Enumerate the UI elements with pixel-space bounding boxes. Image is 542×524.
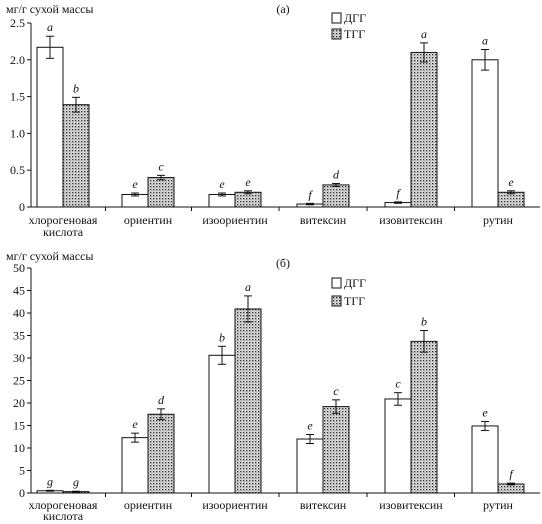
bar-dgg [384,398,412,494]
chart-panel-a: 0 0.5 1.0 1.5 2.0 2.5мг/г сухой массы (а) ДГГ ТГ… [6,2,540,239]
legend-swatch [331,295,342,307]
legend-label: ТГГ [344,294,365,308]
y-axis-label: мг/г сухой массы [6,249,93,263]
panel-label: (а) [276,2,289,16]
legend-label: ДГГ [344,276,366,290]
significance-letter: b [421,315,427,329]
y-tick-label: 25 [13,374,25,388]
legend-label: ДГГ [344,11,366,25]
x-category-label: хлорогеновая [29,498,98,512]
significance-letter: e [245,175,251,189]
y-tick-label: 20 [13,396,25,410]
significance-letter: g [73,475,79,489]
x-category-label: хлорогеновая [29,213,98,227]
significance-letter: e [132,417,138,431]
y-tick-label: 0 [19,486,25,500]
significance-letter: b [219,330,225,344]
legend-label: ТГГ [344,27,365,41]
y-tick-label: 10 [13,441,25,455]
bar-dgg [296,438,324,494]
bar-tgg [410,51,438,208]
y-tick-label: 5 [19,464,25,478]
x-category-label: рутин [483,213,514,227]
y-axis-label: мг/г сухой массы [6,2,93,16]
significance-letter: e [132,177,138,191]
x-category-label: витексин [300,213,347,227]
x-category-label: кислота [43,225,84,239]
significance-letter: f [509,467,514,481]
bar-tgg [322,406,350,494]
x-category-label: кислота [43,509,84,523]
legend-swatch [331,12,342,24]
significance-letter: d [333,167,340,181]
y-tick-label: 50 [13,261,25,275]
y-tick-label: 1.0 [10,126,25,140]
y-tick-label: 35 [13,329,25,343]
legend-swatch [331,28,342,40]
bar-tgg [497,191,525,208]
significance-letter: e [508,175,514,189]
bar-dgg [471,425,499,494]
x-category-label: изовитексин [379,498,443,512]
x-category-label: витексин [300,498,347,512]
x-category-label: рутин [483,498,514,512]
y-tick-label: 2.5 [10,16,25,30]
x-category-label: ориентин [124,213,173,227]
significance-letter: e [307,419,313,433]
x-category-label: ориентин [124,498,173,512]
significance-letter: e [219,177,225,191]
significance-letter: c [333,384,339,398]
bar-dgg [208,354,236,494]
y-tick-label: 15 [13,419,25,433]
x-category-label: изоориентин [202,213,268,227]
bar-tgg [234,191,262,208]
significance-letter: g [47,474,53,488]
bar-dgg [36,46,64,208]
bar-tgg [62,104,90,208]
significance-letter: d [158,393,165,407]
bar-tgg [234,308,262,494]
panel-label: (б) [276,256,290,270]
significance-letter: a [47,20,53,34]
x-category-label: изоориентин [202,498,268,512]
bar-tgg [410,340,438,494]
y-tick-label: 0.5 [10,163,25,177]
y-tick-label: 30 [13,351,25,365]
y-tick-label: 1.5 [10,90,25,104]
significance-letter: a [421,27,427,41]
significance-letter: c [158,159,164,173]
bar-tgg [147,413,175,494]
significance-letter: a [245,280,251,294]
legend-swatch [331,277,342,289]
y-tick-label: 45 [13,284,25,298]
significance-letter: f [396,186,401,200]
significance-letter: f [308,187,313,201]
significance-letter: c [395,377,401,391]
significance-letter: e [482,405,488,419]
y-tick-label: 2.0 [10,53,25,67]
bar-dgg [471,59,499,208]
y-tick-label: 40 [13,306,25,320]
significance-letter: a [482,33,488,47]
bar-tgg [322,184,350,208]
x-category-label: изовитексин [379,213,443,227]
y-tick-label: 0 [19,200,25,214]
bar-tgg [147,177,175,208]
bar-dgg [121,437,149,494]
significance-letter: b [73,81,79,95]
